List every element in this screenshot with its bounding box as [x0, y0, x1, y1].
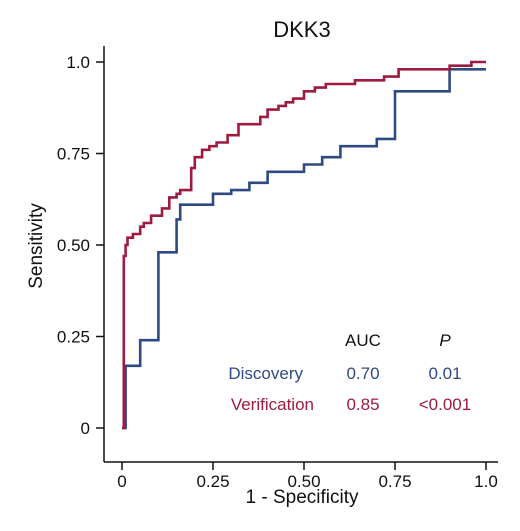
x-tick-label: 0.25 — [196, 472, 229, 491]
verification-label: Verification — [231, 395, 314, 414]
verification-auc: 0.85 — [346, 395, 379, 414]
x-tick-label: 0.75 — [378, 472, 411, 491]
legend-table: AUC P Discovery 0.70 0.01 Verification 0… — [228, 331, 471, 414]
y-tick-label: 0 — [81, 419, 90, 438]
discovery-auc: 0.70 — [346, 364, 379, 383]
verification-p: <0.001 — [419, 395, 471, 414]
y-tick-label: 0.75 — [57, 145, 90, 164]
series-line-verification — [122, 60, 486, 430]
auc-header: AUC — [345, 331, 381, 350]
series-layer — [122, 60, 486, 430]
discovery-p: 0.01 — [428, 364, 461, 383]
x-ticks: 0 0.25 0.50 0.75 1.0 — [117, 462, 498, 491]
y-tick-label: 0.50 — [57, 236, 90, 255]
p-header: P — [439, 331, 451, 350]
y-tick-label: 0.25 — [57, 328, 90, 347]
y-ticks: 0 0.25 0.50 0.75 1.0 — [57, 53, 104, 438]
series-line-discovery — [122, 68, 486, 430]
y-tick-label: 1.0 — [66, 53, 90, 72]
x-tick-label: 0 — [117, 472, 126, 491]
chart-title: DKK3 — [273, 17, 330, 42]
y-axis-label: Sensitivity — [26, 203, 47, 289]
x-tick-label: 0.50 — [287, 472, 320, 491]
x-axis-label: 1 - Specificity — [246, 487, 359, 508]
discovery-label: Discovery — [228, 364, 303, 383]
x-tick-label: 1.0 — [474, 472, 498, 491]
